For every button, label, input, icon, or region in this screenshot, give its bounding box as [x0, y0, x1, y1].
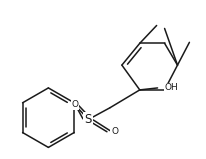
Text: OH: OH — [164, 83, 178, 92]
Text: O: O — [71, 100, 78, 109]
Text: S: S — [84, 113, 91, 126]
Text: O: O — [110, 127, 117, 136]
